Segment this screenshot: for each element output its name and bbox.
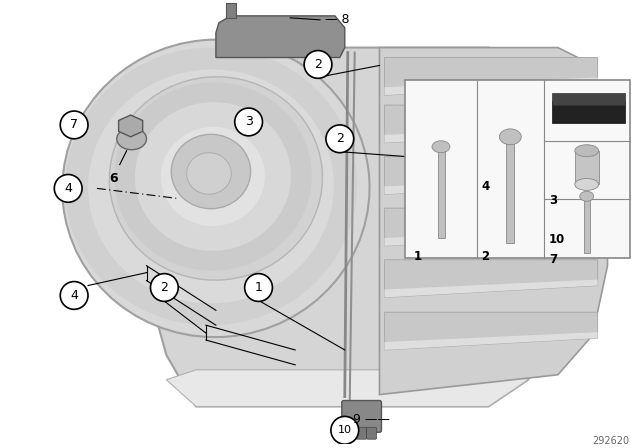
Polygon shape (385, 208, 598, 246)
Ellipse shape (135, 102, 291, 251)
Ellipse shape (484, 141, 497, 151)
Text: 1: 1 (255, 281, 262, 294)
Polygon shape (385, 260, 598, 297)
Ellipse shape (432, 141, 450, 153)
Ellipse shape (161, 127, 265, 226)
Polygon shape (385, 157, 598, 194)
Circle shape (235, 108, 262, 136)
Text: 292620: 292620 (592, 436, 629, 446)
Polygon shape (118, 115, 143, 137)
Text: 10: 10 (338, 425, 352, 435)
Text: 2: 2 (482, 250, 490, 263)
Circle shape (60, 281, 88, 309)
Text: 2: 2 (314, 58, 322, 71)
FancyBboxPatch shape (342, 401, 381, 432)
Polygon shape (385, 57, 598, 95)
FancyBboxPatch shape (367, 427, 376, 439)
Ellipse shape (65, 47, 357, 325)
Polygon shape (385, 177, 598, 194)
Ellipse shape (157, 135, 265, 237)
Text: 7: 7 (549, 253, 557, 266)
Ellipse shape (128, 180, 225, 262)
Ellipse shape (575, 145, 598, 157)
Ellipse shape (499, 129, 521, 145)
Polygon shape (380, 47, 607, 395)
Circle shape (326, 125, 354, 153)
Text: 6: 6 (109, 172, 118, 185)
Ellipse shape (88, 69, 334, 303)
Text: 10: 10 (549, 233, 565, 246)
Polygon shape (141, 47, 563, 406)
Text: 4: 4 (482, 181, 490, 194)
Text: 2: 2 (336, 132, 344, 145)
Polygon shape (166, 370, 528, 406)
Bar (575, 151, 598, 185)
Circle shape (60, 111, 88, 139)
Polygon shape (385, 280, 598, 297)
Text: 9 ——: 9 —— (353, 413, 389, 426)
Ellipse shape (187, 153, 231, 194)
Polygon shape (385, 105, 598, 143)
FancyBboxPatch shape (356, 427, 367, 439)
Text: 4: 4 (70, 289, 78, 302)
Text: 4: 4 (64, 182, 72, 195)
Bar (490, 135, 520, 157)
Circle shape (244, 274, 273, 302)
Polygon shape (552, 93, 625, 105)
Polygon shape (226, 3, 236, 18)
Circle shape (150, 274, 178, 302)
Bar (438, 149, 445, 238)
Text: 2: 2 (161, 281, 168, 294)
Text: 3: 3 (244, 116, 253, 129)
Ellipse shape (109, 77, 323, 280)
Polygon shape (552, 101, 625, 123)
Ellipse shape (119, 99, 303, 274)
Circle shape (331, 416, 358, 444)
Ellipse shape (172, 134, 251, 209)
Polygon shape (385, 78, 598, 95)
Ellipse shape (114, 82, 312, 271)
Polygon shape (385, 228, 598, 246)
Ellipse shape (580, 191, 594, 201)
Ellipse shape (575, 178, 598, 190)
Polygon shape (385, 332, 598, 350)
Circle shape (304, 51, 332, 78)
Text: 3: 3 (549, 194, 557, 207)
Text: — 8: — 8 (325, 13, 349, 26)
Text: 7: 7 (70, 118, 78, 131)
Polygon shape (385, 125, 598, 143)
Bar (506, 139, 515, 243)
Bar (405, 80, 630, 258)
FancyBboxPatch shape (347, 427, 356, 439)
Text: — 5: — 5 (575, 147, 599, 160)
Ellipse shape (62, 39, 369, 337)
Polygon shape (216, 16, 345, 57)
Ellipse shape (116, 128, 147, 150)
Polygon shape (385, 312, 598, 350)
Text: 1: 1 (413, 250, 421, 263)
Circle shape (54, 174, 82, 202)
Bar (584, 198, 589, 253)
